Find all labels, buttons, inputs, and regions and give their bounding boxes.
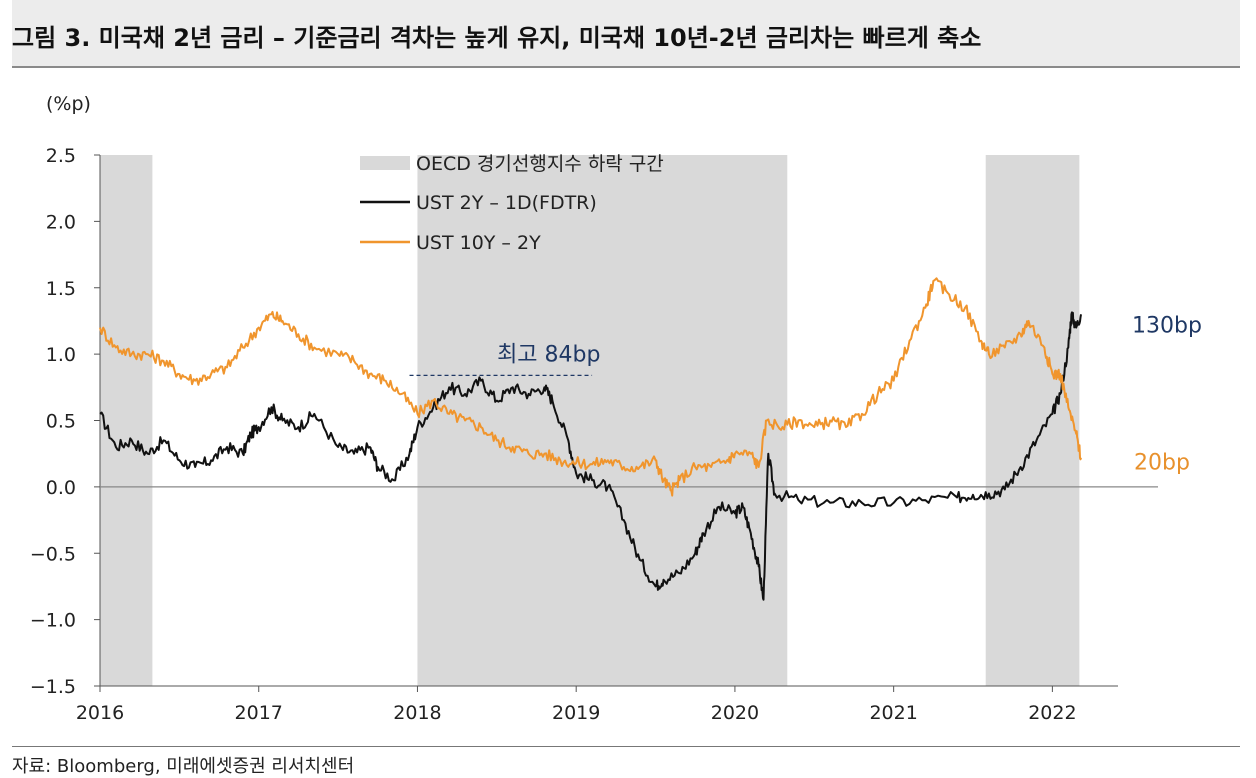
shaded-regions: [100, 155, 1080, 686]
legend-label-1: UST 10Y – 2Y: [416, 232, 541, 254]
x-tick-label: 2019: [552, 702, 600, 724]
shaded-region-1: [417, 155, 788, 686]
series-line-0: [99, 311, 1082, 601]
y-tick-label: 2.5: [46, 145, 76, 167]
y-tick-label: 0.5: [46, 411, 76, 433]
y-tick-label: 1.5: [46, 278, 76, 300]
x-tick-label: 2022: [1028, 702, 1076, 724]
y-tick-label: 0.0: [46, 477, 76, 499]
legend-label-0: UST 2Y – 1D(FDTR): [416, 192, 597, 214]
series-lines: [99, 277, 1082, 601]
y-tick-label: 2.0: [46, 211, 76, 233]
end-label-10y: 20bp: [1134, 451, 1190, 476]
series-line-1: [99, 277, 1082, 497]
source-divider: [12, 746, 1240, 747]
figure-title: 그림 3. 미국채 2년 금리 – 기준금리 격차는 높게 유지, 미국채 10…: [12, 24, 982, 52]
y-tick-label: −1.5: [30, 676, 76, 698]
x-tick-label: 2021: [869, 702, 917, 724]
x-tick-label: 2020: [711, 702, 759, 724]
y-tick-label: −0.5: [30, 543, 76, 565]
x-tick-label: 2018: [393, 702, 441, 724]
x-tick-label: 2016: [76, 702, 124, 724]
axes: 2.5 2.0 1.5 1.0 0.5 0.0 −0.5 −1.0 −1.5 (%p) 2016 20…: [30, 93, 1158, 724]
source-note: 자료: Bloomberg, 미래에셋증권 리서치센터: [12, 756, 355, 777]
chart: 2.5 2.0 1.5 1.0 0.5 0.0 −0.5 −1.0 −1.5 (%p) 2016 20…: [30, 93, 1202, 724]
title-bar: 그림 3. 미국채 2년 금리 – 기준금리 격차는 높게 유지, 미국채 10…: [12, 0, 1240, 68]
end-label-2y: 130bp: [1132, 313, 1202, 338]
y-tick-label: 1.0: [46, 344, 76, 366]
y-axis-unit-label: (%p): [46, 93, 91, 115]
shaded-region-2: [985, 155, 1080, 686]
y-tick-label: −1.0: [30, 610, 76, 632]
shaded-region-0: [100, 155, 153, 686]
x-tick-label: 2017: [235, 702, 283, 724]
peak-annotation: 최고 84bp: [497, 342, 600, 367]
annotations: 최고 84bp 130bp 20bp: [409, 313, 1202, 476]
legend-label-shade: OECD 경기선행지수 하락 구간: [416, 153, 664, 175]
legend: OECD 경기선행지수 하락 구간 UST 2Y – 1D(FDTR) UST 10…: [360, 153, 664, 254]
legend-swatch-shade: [360, 156, 410, 170]
